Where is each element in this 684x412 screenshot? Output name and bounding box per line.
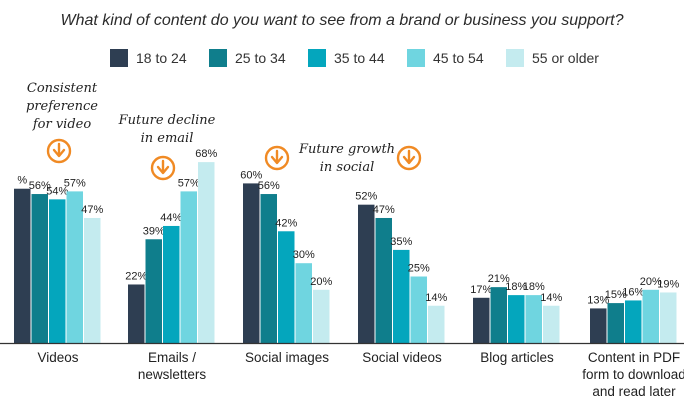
- data-label: 13%: [587, 294, 609, 306]
- chart-title: What kind of content do you want to see …: [60, 12, 624, 29]
- legend-label: 18 to 24: [136, 50, 187, 66]
- down-arrow-circle-icon: [46, 138, 72, 164]
- bar: [260, 194, 277, 343]
- data-label: 16%: [622, 286, 644, 298]
- legend-label: 45 to 54: [433, 50, 484, 66]
- annotation-social: Future growth in social: [292, 141, 402, 177]
- category-label: newsletters: [138, 367, 207, 382]
- data-label: 14%: [540, 292, 562, 304]
- data-label: 56%: [29, 180, 51, 192]
- data-label: 54%: [46, 185, 68, 197]
- legend-swatch: [506, 49, 524, 67]
- data-label: 20%: [310, 276, 332, 288]
- legend-swatch: [110, 49, 128, 67]
- data-label: 60%: [240, 169, 262, 181]
- data-label: 21%: [488, 273, 510, 285]
- down-arrow-circle-icon: [150, 155, 176, 181]
- bar: [358, 204, 375, 343]
- annotation-email-line-2: in email: [140, 131, 194, 146]
- category-label: and read later: [592, 384, 676, 399]
- bar: [66, 191, 83, 343]
- category-label: Content in PDF: [588, 350, 680, 365]
- legend: 18 to 24 25 to 34 35 to 44 45 to 54 55 or ol…: [0, 49, 684, 69]
- category-label: form to download: [582, 367, 684, 382]
- annotation-social-line-2: in social: [319, 160, 375, 175]
- annotation-video-line-2: preference: [26, 99, 98, 114]
- annotation-video-line-1: Consistent: [26, 81, 98, 96]
- bar: [660, 292, 677, 343]
- data-label: 14%: [425, 292, 447, 304]
- bar: [313, 289, 330, 343]
- data-label: 22%: [125, 270, 147, 282]
- bar: [243, 183, 260, 343]
- data-label: 57%: [64, 177, 86, 189]
- bar: [525, 295, 542, 343]
- annotation-video: Consistent preference for video: [14, 80, 110, 134]
- data-label: 68%: [195, 148, 217, 160]
- data-label: 56%: [258, 180, 280, 192]
- data-label: 18%: [505, 281, 527, 293]
- bar: [410, 276, 427, 343]
- annotation-email: Future decline in email: [112, 112, 222, 148]
- bar: [278, 231, 295, 343]
- bar: [473, 297, 490, 343]
- data-label: 25%: [408, 263, 430, 275]
- data-label: 20%: [640, 276, 662, 288]
- data-label: 44%: [160, 212, 182, 224]
- bar: [642, 289, 659, 343]
- annotation-video-line-3: for video: [32, 117, 92, 132]
- bar: [145, 239, 162, 343]
- bar: [31, 194, 48, 343]
- category-label: Social videos: [362, 350, 442, 365]
- bar: [295, 263, 312, 343]
- bar: [543, 305, 560, 343]
- data-label: 17%: [470, 284, 492, 296]
- data-label: %: [17, 175, 27, 187]
- legend-label: 55 or older: [532, 50, 599, 66]
- legend-swatch: [407, 49, 425, 67]
- bar: [508, 295, 525, 343]
- bar: [375, 217, 392, 343]
- bar: [428, 305, 445, 343]
- bar: [128, 284, 145, 343]
- bar: [490, 287, 507, 343]
- data-label: 39%: [143, 225, 165, 237]
- legend-label: 35 to 44: [334, 50, 385, 66]
- bar: [198, 162, 215, 343]
- legend-label: 25 to 34: [235, 50, 286, 66]
- bar: [590, 308, 607, 343]
- data-label: 42%: [275, 217, 297, 229]
- bar: [180, 191, 197, 343]
- data-label: 30%: [293, 249, 315, 261]
- annotation-email-line-1: Future decline: [118, 113, 216, 128]
- down-arrow-circle-icon: [264, 145, 290, 171]
- data-label: 47%: [373, 204, 395, 216]
- down-arrow-circle-icon: [396, 145, 422, 171]
- bar: [607, 303, 624, 343]
- annotation-social-line-1: Future growth: [298, 142, 396, 157]
- data-label: 18%: [523, 281, 545, 293]
- data-label: 52%: [355, 191, 377, 203]
- legend-swatch: [209, 49, 227, 67]
- data-label: 47%: [81, 204, 103, 216]
- category-label: Blog articles: [480, 350, 554, 365]
- data-label: 35%: [390, 236, 412, 248]
- bar: [163, 225, 180, 343]
- bar: [625, 300, 642, 343]
- data-label: 19%: [657, 278, 679, 290]
- data-label: 57%: [178, 177, 200, 189]
- bar: [393, 249, 410, 343]
- legend-swatch: [308, 49, 326, 67]
- bar: [14, 188, 31, 343]
- category-label: Videos: [37, 350, 78, 365]
- data-label: 15%: [605, 289, 627, 301]
- category-label: Social images: [245, 350, 329, 365]
- bar: [84, 217, 101, 343]
- category-label: Emails /: [148, 350, 196, 365]
- bar: [49, 199, 66, 343]
